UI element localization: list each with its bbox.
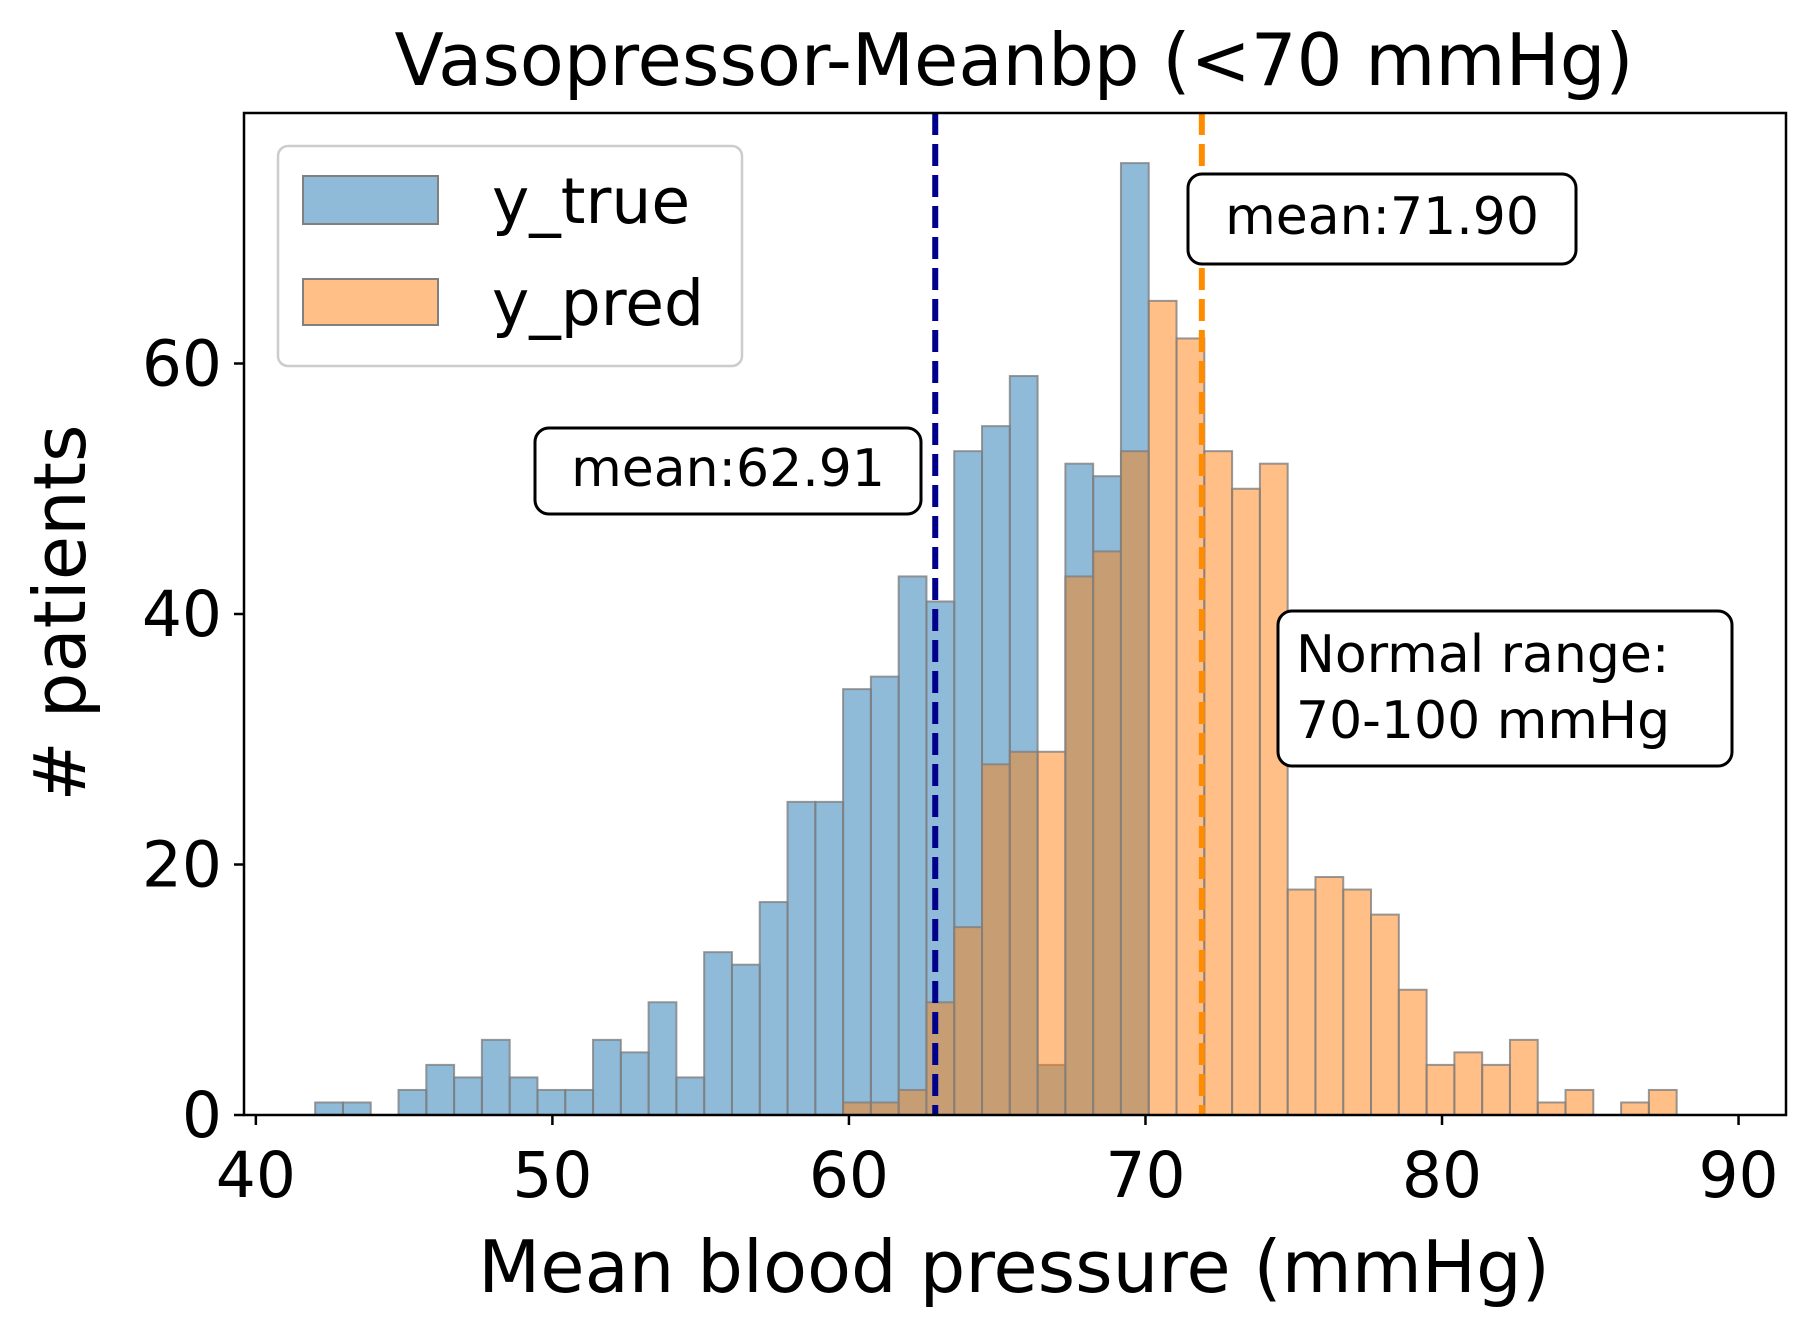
histogram-bar-y-pred bbox=[1508, 1038, 1539, 1116]
histogram-bar-y-true bbox=[619, 1051, 650, 1116]
histogram-bar-y-pred bbox=[953, 926, 984, 1116]
histogram-bar-y-true bbox=[730, 963, 761, 1117]
histogram-bar-y-true bbox=[786, 800, 817, 1116]
histogram-bar-y-pred bbox=[1397, 988, 1428, 1116]
histogram-bar-y-true bbox=[814, 800, 845, 1116]
y-tick-label: 60 bbox=[142, 328, 222, 401]
histogram-bar-y-pred bbox=[1258, 462, 1289, 1116]
legend-label-y-true: y_true bbox=[492, 165, 690, 238]
x-tick-label: 90 bbox=[1698, 1139, 1778, 1212]
histogram-bar-y-true bbox=[897, 575, 928, 1116]
histogram-bar-y-pred bbox=[1119, 450, 1150, 1116]
histogram-bar-y-pred bbox=[1036, 750, 1067, 1117]
y-tick-label: 20 bbox=[142, 829, 222, 902]
histogram-bar-y-pred bbox=[1564, 1088, 1595, 1116]
histogram-bar-y-pred bbox=[1203, 450, 1234, 1116]
annotation-pred-mean: mean:71.90 bbox=[1186, 172, 1578, 266]
histogram-bar-y-pred bbox=[1370, 913, 1400, 1116]
x-tick-label: 70 bbox=[1105, 1139, 1185, 1212]
annotation-true-mean-text: mean:62.91 bbox=[571, 439, 885, 499]
histogram-bar-y-pred bbox=[1147, 299, 1178, 1116]
y-tick-label: 0 bbox=[182, 1079, 222, 1152]
histogram-bar-y-pred bbox=[897, 1088, 928, 1116]
x-axis-title: Mean blood pressure (mmHg) bbox=[478, 1225, 1550, 1309]
histogram-bar-y-pred bbox=[1231, 487, 1261, 1116]
histogram-bar-y-pred bbox=[1342, 888, 1373, 1116]
histogram-bar-y-pred bbox=[842, 1101, 872, 1116]
annotation-normal-range-line1: Normal range: bbox=[1296, 625, 1669, 685]
annotation-true-mean: mean:62.91 bbox=[533, 426, 923, 516]
histogram-bar-y-pred bbox=[1647, 1088, 1678, 1116]
histogram-bar-y-true bbox=[869, 675, 900, 1116]
histogram-bar-y-true bbox=[480, 1038, 511, 1116]
histogram-bar-y-pred bbox=[1481, 1063, 1511, 1117]
x-tick-label: 60 bbox=[809, 1139, 889, 1212]
legend-label-y-pred: y_pred bbox=[492, 267, 704, 340]
legend-swatch-y-true bbox=[302, 175, 439, 225]
histogram-bar-y-true bbox=[564, 1088, 595, 1116]
histogram-bar-y-true bbox=[341, 1101, 372, 1116]
y-axis-title: # patients bbox=[18, 425, 102, 802]
x-tick-label: 80 bbox=[1402, 1139, 1482, 1212]
annotation-pred-mean-text: mean:71.90 bbox=[1225, 187, 1539, 247]
annotation-normal-range: Normal range: 70-100 mmHg bbox=[1276, 609, 1734, 768]
histogram-bar-y-pred bbox=[1536, 1101, 1567, 1116]
histogram-bar-y-pred bbox=[925, 1001, 956, 1117]
histogram-bar-y-pred bbox=[1453, 1051, 1484, 1116]
histogram-bar-y-pred bbox=[1425, 1063, 1456, 1117]
histogram-bar-y-pred bbox=[1620, 1101, 1650, 1116]
chart-title: Vasopressor-Meanbp (<70 mmHg) bbox=[394, 18, 1633, 102]
y-tick-label: 40 bbox=[142, 578, 222, 651]
histogram-bar-y-pred bbox=[1314, 876, 1345, 1117]
histogram-bar-y-pred bbox=[869, 1101, 900, 1116]
histogram-bar-y-pred bbox=[1008, 750, 1039, 1117]
histogram-bar-y-pred bbox=[1064, 575, 1095, 1116]
histogram-bar-y-true bbox=[647, 1001, 678, 1117]
histogram-bar-y-true bbox=[314, 1101, 344, 1116]
histogram-bar-y-true bbox=[703, 951, 733, 1116]
annotation-normal-range-line2: 70-100 mmHg bbox=[1296, 691, 1670, 751]
histogram-bar-y-true bbox=[397, 1088, 428, 1116]
histogram-bar-y-true bbox=[758, 901, 789, 1117]
histogram-bar-y-true bbox=[675, 1076, 706, 1117]
histogram-bar-y-pred bbox=[1092, 550, 1122, 1116]
legend-swatch-y-pred bbox=[302, 278, 439, 326]
histogram-bar-y-pred bbox=[1286, 888, 1317, 1116]
histogram-bar-y-true bbox=[536, 1088, 567, 1116]
x-tick-label: 50 bbox=[512, 1139, 592, 1212]
histogram-bar-y-true bbox=[508, 1076, 539, 1117]
histogram-bar-y-true bbox=[425, 1063, 456, 1117]
legend: y_true y_pred bbox=[276, 144, 744, 368]
histogram-bar-y-true bbox=[592, 1038, 622, 1116]
histogram-bar-y-pred bbox=[981, 763, 1011, 1116]
histogram-bar-y-true bbox=[453, 1076, 483, 1117]
x-tick-label: 40 bbox=[216, 1139, 296, 1212]
histogram-bar-y-true bbox=[842, 688, 872, 1117]
